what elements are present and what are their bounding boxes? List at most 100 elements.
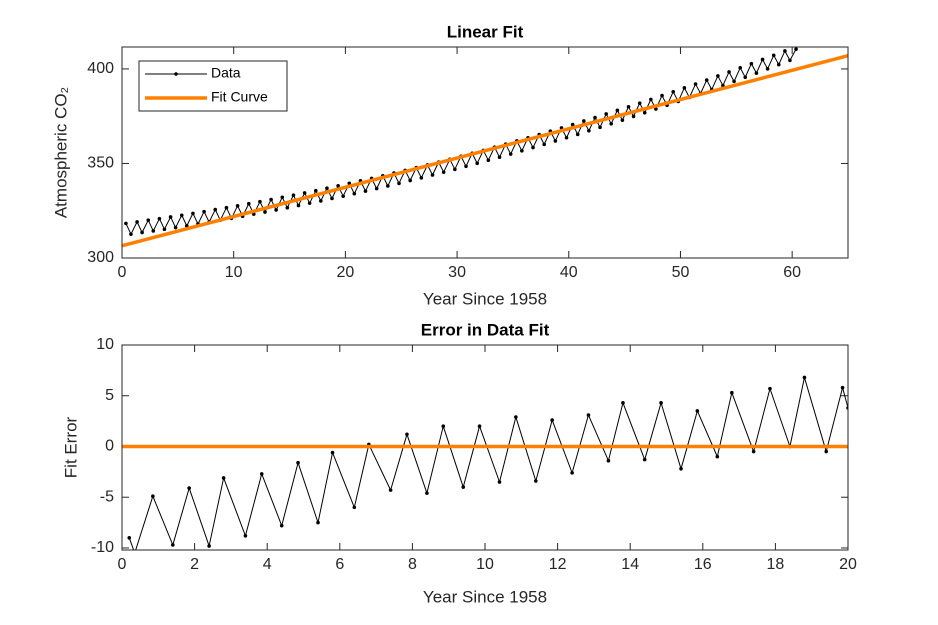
x-axis-label: Year Since 1958 [423,289,547,308]
data-point [313,188,318,193]
data-point [352,191,357,196]
data-point [587,128,591,133]
data-point [441,424,446,428]
data-point [151,229,156,233]
data-point [593,115,597,120]
plot-content [122,375,848,550]
axes-box [121,344,849,551]
data-point [157,216,162,221]
data-point [654,107,658,111]
data-point [325,186,329,191]
data-point [191,211,195,216]
data-point [274,208,278,212]
data-point [586,413,591,417]
x-tick-label: 0 [118,556,127,573]
data-point [296,203,301,208]
data-point [280,195,285,200]
data-point [682,86,687,90]
data-point [173,225,178,230]
data-point [330,450,335,455]
x-tick-label: 40 [560,264,578,281]
series-line [128,376,848,550]
data-point [408,178,412,183]
data-point [336,183,340,188]
y-tick-label: 350 [87,155,114,172]
data-point [679,467,683,471]
data-point [642,457,647,462]
data-point [477,424,482,428]
data-point [659,401,663,405]
data-point [550,418,554,422]
data-point [263,210,267,214]
data-point [461,485,466,489]
data-point [626,104,631,109]
data-point [497,155,502,160]
data-point [743,75,748,80]
data-point [704,78,709,82]
y-tick-label: 10 [96,336,114,353]
x-tick-label: 60 [783,264,801,281]
legend-box [138,60,288,112]
data-point [224,205,229,210]
x-tick-label: 8 [408,556,417,573]
data-point [135,220,139,224]
plot-content [122,47,848,248]
x-tick-label: 4 [263,556,272,573]
data-point [258,199,262,204]
data-point [520,148,524,153]
data-point [168,215,173,219]
data-point [179,213,184,218]
legend-marker [174,72,178,76]
data-point [631,114,636,119]
data-point [771,53,776,58]
x-tick-label: 18 [767,556,785,573]
data-point [727,70,731,74]
data-point [221,476,226,480]
data-point [564,135,569,140]
data-point [716,74,720,78]
data-point [307,201,312,205]
data-point [316,520,320,525]
data-point [374,186,379,191]
data-point [553,139,558,143]
data-point [693,82,698,86]
data-point [124,221,128,226]
data-point [430,173,435,177]
data-point [259,472,264,476]
chart-title: Error in Data Fit [421,320,550,339]
data-point [582,119,586,123]
data-point [162,227,167,232]
x-tick-label: 12 [549,556,567,573]
data-point [570,122,575,127]
data-point [397,181,401,186]
y-tick-label: -5 [100,488,114,505]
data-point [751,449,756,454]
x-tick-label: 30 [448,264,466,281]
x-tick-label: 50 [672,264,690,281]
series-line [122,54,848,248]
data-point [497,480,502,484]
data-point [425,491,429,495]
data-point [621,401,625,405]
data-point [151,494,155,499]
data-point [269,197,273,202]
data-point [146,218,151,222]
data-point [776,62,781,67]
data-point [660,93,664,98]
y-axis-label: Fit Error [61,416,80,478]
x-tick-label: 20 [839,556,857,573]
data-point [235,204,240,208]
data-point [285,205,290,210]
data-point [738,65,743,70]
data-point [127,536,132,540]
data-point [363,189,368,193]
data-point [765,67,770,71]
data-point [732,79,736,84]
data-point [405,432,409,437]
data-point [840,385,845,390]
y-tick-label: 5 [105,387,114,404]
data-point [649,97,653,102]
data-point [441,170,446,174]
data-point [575,132,580,137]
data-point [341,194,345,198]
